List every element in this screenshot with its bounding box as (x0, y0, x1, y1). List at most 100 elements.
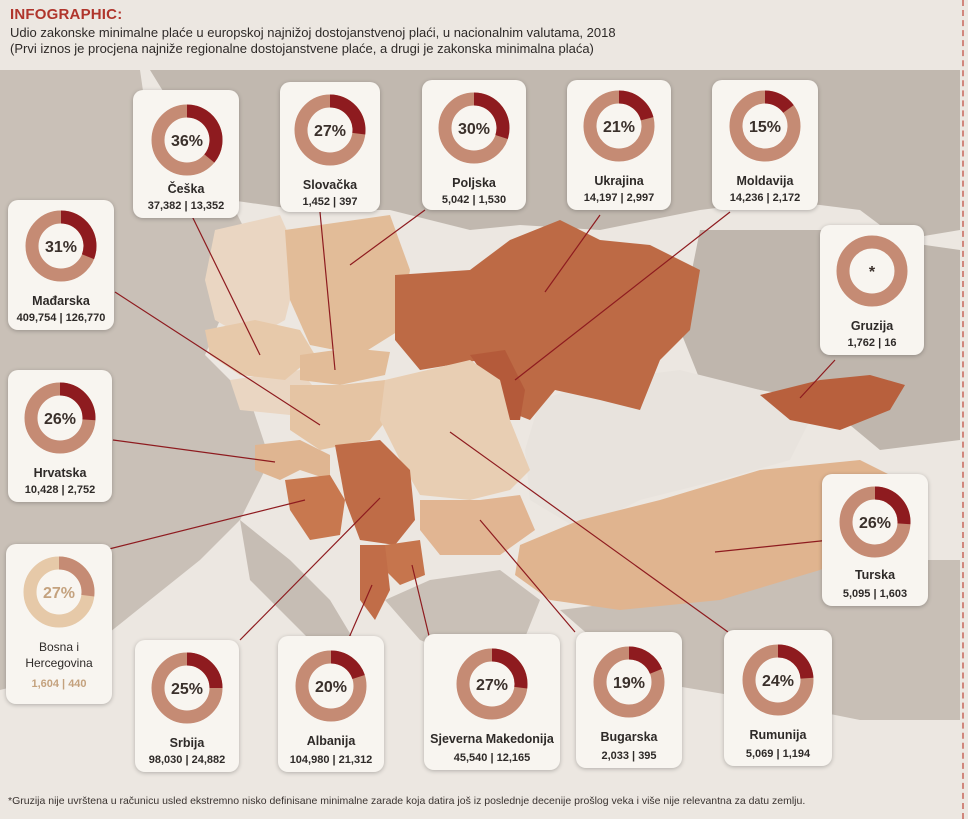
country-name-line-2: Hercegovina (25, 656, 93, 670)
ukraine-shape (395, 220, 700, 420)
card-sjeverna-makedonija: 27% Sjeverna Makedonija 45,540 | 12,165 (424, 634, 560, 770)
donut-share-arc (59, 382, 96, 421)
share-percent-label: 25% (171, 681, 203, 698)
living-wage: 409,754 (16, 312, 57, 324)
leader-bugarska (479, 519, 576, 633)
donut-share-arc (764, 90, 794, 114)
country-name: Gruzija (850, 319, 894, 333)
min-wage: 2,172 (772, 192, 801, 204)
donut-bugarska: 19% (593, 646, 665, 718)
czech-shape (205, 320, 315, 380)
living-wage: 10,428 (24, 484, 59, 496)
poland-shape (285, 215, 410, 355)
leader-albanija (347, 584, 373, 641)
donut-share-arc (618, 90, 654, 121)
separator: | (59, 312, 63, 324)
min-wage: 21,312 (338, 754, 373, 766)
card-rumunija: 24% Rumunija 5,069 | 1,194 (724, 630, 832, 766)
separator: | (185, 754, 189, 766)
card-bugarska: 19% Bugarska 2,033 | 395 (576, 632, 682, 768)
leader-turska (714, 539, 831, 553)
share-percent-label: 30% (458, 121, 490, 138)
share-percent-label: * (869, 264, 876, 281)
leader-lines (104, 209, 836, 641)
share-percent-label: 19% (613, 675, 645, 692)
min-wage: 12,165 (496, 752, 531, 764)
share-percent-label: 31% (45, 239, 77, 256)
card-hrvatska: 26% Hrvatska 10,428 | 2,752 (8, 370, 112, 502)
min-wage: 1,530 (478, 194, 507, 206)
country-name: Srbija (169, 736, 205, 750)
slovakia-shape (300, 348, 390, 385)
leader-poljska (349, 209, 426, 266)
country-name: Bugarska (600, 730, 658, 744)
leader-slovacka (319, 211, 336, 371)
donut-slovacka: 27% (294, 94, 366, 166)
north-macedonia-shape (385, 540, 425, 585)
donut-madarska: 31% (25, 210, 97, 282)
infographic-subtitle: Udio zakonske minimalne plaće u europsko… (10, 25, 770, 57)
bulgaria-shape (420, 495, 535, 555)
donut-ukrajina: 21% (583, 90, 655, 162)
min-wage: 440 (68, 678, 87, 690)
donut-srbija: 25% (151, 652, 223, 724)
donut-hrvatska: 26% (24, 382, 96, 454)
min-wage: 24,882 (191, 754, 226, 766)
country-name: Moldavija (736, 174, 794, 188)
min-wage: 2,997 (626, 192, 655, 204)
leader-rumunija (449, 431, 729, 633)
share-percent-label: 27% (314, 123, 346, 140)
separator: | (766, 192, 770, 204)
country-name: Slovačka (302, 178, 358, 192)
leader-bih (104, 499, 306, 551)
country-name: Poljska (452, 176, 496, 190)
leader-ceska (189, 211, 261, 356)
card-gruzija: * Gruzija 1,762 | 16 (820, 225, 924, 355)
subtitle-line-2: (Prvi iznos je procjena najniže regional… (10, 41, 594, 56)
leader-madarska (114, 291, 321, 426)
country-name: Rumunija (749, 728, 807, 742)
card-turska: 26% Turska 5,095 | 1,603 (822, 474, 928, 606)
country-values: 2,033 | 395 (576, 750, 682, 762)
country-values: 1,452 | 397 (280, 196, 380, 208)
romania-shape (380, 360, 530, 500)
card-poljska: 30% Poljska 5,042 | 1,530 (422, 80, 526, 210)
page-edge-dash (960, 0, 964, 819)
card-ukrajina: 21% Ukrajina 14,197 | 2,997 (567, 80, 671, 210)
country-values: 10,428 | 2,752 (8, 484, 112, 496)
separator: | (62, 678, 66, 690)
living-wage: 1,604 (31, 678, 59, 690)
country-values: 5,095 | 1,603 (822, 588, 928, 600)
card-bosna-i-hercegovina: 27% Bosna i Hercegovina 1,604 | 440 (6, 544, 112, 704)
donut-share-arc (491, 648, 528, 689)
separator: | (873, 588, 877, 600)
country-values: 14,197 | 2,997 (567, 192, 671, 204)
donut-share-arc (330, 650, 365, 680)
card-madarska: 31% Mađarska 409,754 | 126,770 (8, 200, 114, 330)
leader-hrvatska (112, 439, 276, 463)
country-name: Ukrajina (594, 174, 644, 188)
country-values: 5,069 | 1,194 (724, 748, 832, 760)
donut-share-arc (628, 646, 663, 675)
separator: | (632, 750, 636, 762)
living-wage: 45,540 (453, 752, 488, 764)
leader-moldavija (514, 211, 731, 381)
country-values: 37,382 | 13,352 (133, 200, 239, 212)
country-values: 409,754 | 126,770 (8, 312, 114, 324)
northern-land (150, 70, 960, 240)
share-percent-label: 21% (603, 119, 635, 136)
donut-gruzija: * (836, 235, 908, 307)
croatia-shape (255, 440, 330, 480)
serbia-shape (335, 440, 415, 545)
donut-albanija: 20% (295, 650, 367, 722)
separator: | (184, 200, 188, 212)
separator: | (620, 192, 624, 204)
share-percent-label: 26% (859, 515, 891, 532)
turkey-shape (515, 460, 900, 610)
leader-gruzija (799, 359, 836, 399)
share-percent-label: 15% (749, 119, 781, 136)
living-wage: 1,762 (847, 337, 876, 349)
share-percent-label: 24% (762, 673, 794, 690)
donut-bosna-i-hercegovina: 27% (23, 556, 95, 628)
